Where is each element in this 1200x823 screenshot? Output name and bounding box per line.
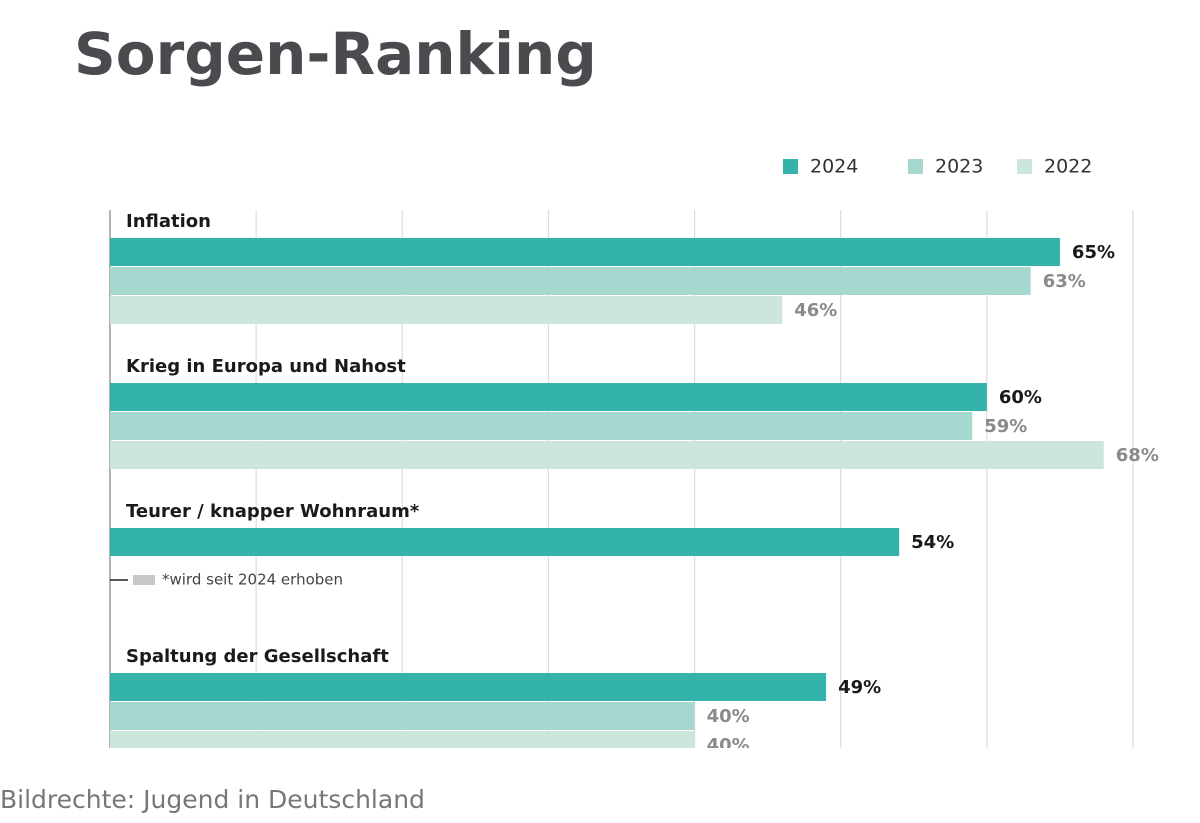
value-label: 63% [1043,271,1086,292]
value-label: 49% [838,677,881,698]
value-label: 40% [707,735,750,756]
value-label: 65% [1072,242,1115,263]
category-label: Inflation [126,211,211,232]
footnote: *wird seit 2024 erhoben [162,571,343,589]
value-label: 40% [707,706,750,727]
legend-label: 2022 [1044,156,1092,178]
value-label: 46% [794,300,837,321]
chart-title: Sorgen-Ranking [74,20,597,88]
legend-swatch [1017,159,1032,174]
plot-area: Inflation 65% 63% 46% Krieg in Europa und Na… [109,210,1159,756]
bar [110,702,695,730]
category-label: Krieg in Europa und Nahost [126,356,406,377]
value-label: 68% [1116,445,1159,466]
bar [110,267,1031,295]
bar [110,412,973,440]
footnote-swatch [133,575,155,585]
bar [110,238,1060,266]
bar [110,731,695,748]
value-label: 60% [999,387,1042,408]
legend-swatch [908,159,923,174]
bar [110,441,1104,469]
category-label: Spaltung der Gesellschaft [126,646,389,667]
legend-swatch [783,159,798,174]
legend-label: 2023 [935,156,983,178]
credit: Bildrechte: Jugend in Deutschland [0,785,425,814]
category-label: Teurer / knapper Wohnraum* [126,501,420,522]
bar [110,296,783,324]
bar [110,673,827,701]
value-label: 59% [984,416,1027,437]
bar [110,528,900,556]
bar [110,383,987,411]
legend-label: 2024 [810,156,858,178]
value-label: 54% [911,532,954,553]
